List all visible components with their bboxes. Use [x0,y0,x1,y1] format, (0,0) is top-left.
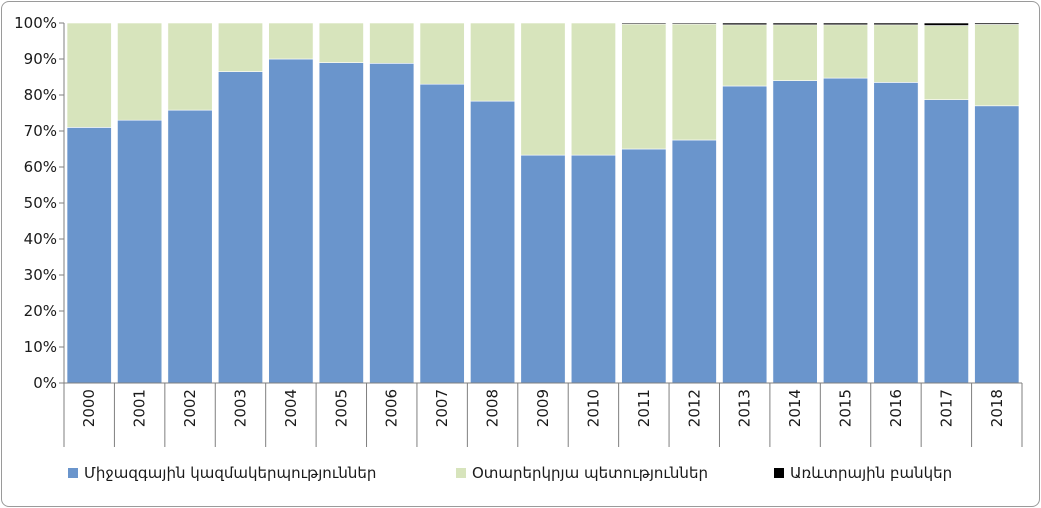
bar-segment-series-1 [823,77,869,384]
bar-segment-series-2 [268,22,314,60]
x-tick-label: 2017 [937,389,955,427]
bar-segment-series-1 [520,154,566,384]
bar-segment-series-3 [772,22,818,26]
y-tick-label: 100% [14,14,57,32]
x-tick-label: 2004 [282,389,300,427]
bar-segment-series-3 [621,22,667,25]
bar-segment-series-1 [117,119,163,384]
x-tick-label: 2002 [181,389,199,427]
y-tick-label: 40% [24,230,57,248]
bar-segment-series-2 [217,22,263,72]
bar-segment-series-1 [621,148,667,384]
bar-segment-series-3 [722,22,768,26]
bar-segment-series-1 [470,100,516,384]
x-tick-label: 2016 [887,389,905,427]
x-tick-label: 2015 [837,389,855,427]
bar-segment-series-1 [167,109,213,384]
bar-segment-series-3 [823,22,869,26]
x-tick-label: 2007 [433,389,451,427]
x-tick-label: 2006 [383,389,401,427]
y-tick-label: 20% [24,302,57,320]
bar-segment-series-2 [621,23,667,150]
bar-segment-series-2 [520,22,566,156]
bar-segment-series-3 [974,22,1020,25]
y-axis: 0% 10% 20% 30% 40% 50% 60% 70% 80% 90% 100% [14,14,65,392]
bar-segment-series-1 [66,127,112,384]
legend-label-series-1: Միջազգային կազմակերպություններ [84,464,376,482]
bar-segment-series-2 [117,22,163,121]
x-tick-label: 2009 [534,389,552,427]
legend-swatch-series-3 [774,468,784,478]
bar-segment-series-2 [722,24,768,87]
bar-segment-series-3 [873,22,919,26]
bar-segment-series-3 [923,22,969,26]
bar-segment-series-1 [671,139,717,384]
y-tick-label: 80% [24,86,57,104]
plot-area [66,22,1020,384]
bar-segment-series-1 [570,154,616,384]
bar-segment-series-2 [974,24,1020,107]
x-tick-label: 2008 [484,389,502,427]
x-tick-label: 2012 [685,389,703,427]
bar-segment-series-2 [873,24,919,83]
legend-swatch-series-2 [456,468,466,478]
bar-segment-series-1 [873,82,919,384]
bar-segment-series-2 [671,23,717,141]
x-tick-label: 2014 [786,389,804,427]
bar-segment-series-2 [470,22,516,102]
bar-segment-series-2 [570,22,616,156]
x-axis: 2000 2001 2002 2003 2004 2005 2006 2007 2008 2009… [63,382,1023,447]
bar-segment-series-2 [318,22,364,63]
x-tick-label: 2005 [332,389,350,427]
bar-segment-series-1 [369,63,415,384]
x-tick-label: 2003 [231,389,249,427]
x-tick-label: 2018 [988,389,1006,427]
bar-segment-series-1 [268,58,314,384]
bar-segment-series-2 [419,22,465,85]
y-tick-label: 30% [24,266,57,284]
bar-segment-series-1 [772,80,818,384]
x-tick-label: 2000 [80,389,98,427]
y-tick-label: 90% [24,50,57,68]
bar-segment-series-1 [923,99,969,384]
legend-swatch-series-1 [68,468,78,478]
y-tick-label: 70% [24,122,57,140]
legend-label-series-3: Առևտրային բանկեր [790,464,952,482]
bar-segment-series-2 [66,22,112,128]
y-tick-label: 0% [33,374,57,392]
x-tick-label: 2011 [635,389,653,427]
bar-segment-series-2 [923,25,969,100]
bar-segment-series-1 [722,85,768,384]
bar-segment-series-3 [671,22,717,25]
y-tick-label: 50% [24,194,57,212]
bar-segment-series-1 [217,71,263,384]
legend-label-series-2: Օտարերկրյա պետություններ [472,464,708,482]
bar-segment-series-2 [369,22,415,64]
bar-segment-series-1 [419,83,465,384]
x-tick-label: 2013 [736,389,754,427]
bar-segment-series-2 [772,24,818,81]
bar-segment-series-1 [318,62,364,384]
x-tick-label: 2010 [584,389,602,427]
bar-segment-series-1 [974,105,1020,384]
y-tick-label: 60% [24,158,57,176]
bar-segment-series-2 [167,22,213,111]
y-tick-label: 10% [24,338,57,356]
bar-segment-series-2 [823,24,869,79]
legend: Միջազգային կազմակերպություններ Օտարերկրյա… [68,464,952,482]
x-tick-label: 2001 [131,389,149,427]
